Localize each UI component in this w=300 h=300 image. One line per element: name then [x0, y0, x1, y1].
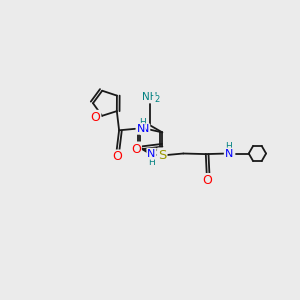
- Text: N: N: [136, 124, 145, 134]
- Text: H: H: [148, 158, 155, 166]
- Text: O: O: [131, 142, 141, 155]
- Text: N: N: [147, 149, 156, 159]
- Text: S: S: [158, 148, 166, 161]
- Text: O: O: [112, 151, 122, 164]
- Text: N: N: [225, 148, 233, 158]
- Text: H: H: [226, 142, 232, 151]
- Text: N: N: [141, 124, 149, 134]
- Text: O: O: [202, 174, 211, 187]
- Text: O: O: [91, 111, 100, 124]
- Text: H: H: [139, 118, 146, 127]
- Text: NH: NH: [142, 92, 158, 102]
- Text: 2: 2: [154, 95, 159, 104]
